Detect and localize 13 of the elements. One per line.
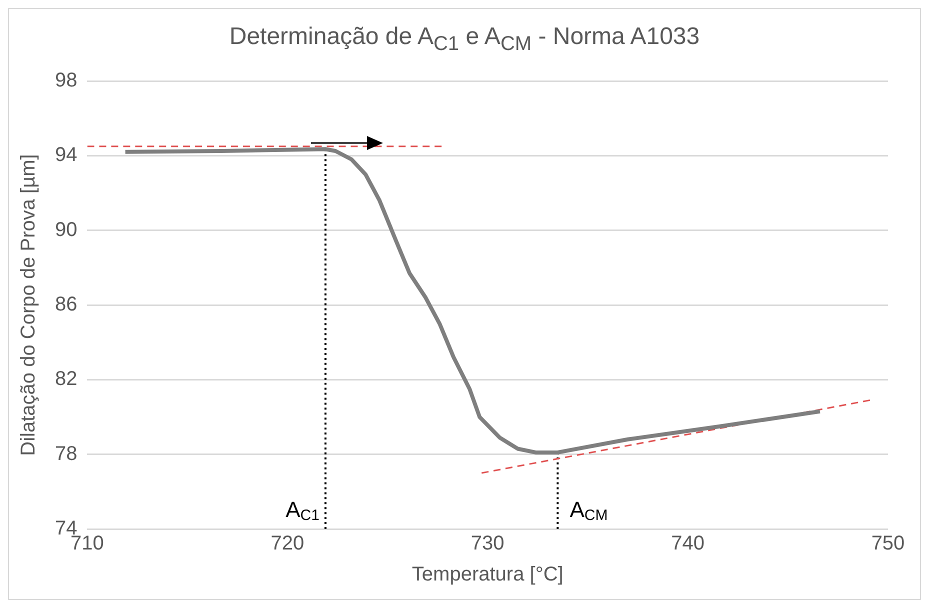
y-axis-title: Dilatação do Corpo de Prova [µm] bbox=[18, 154, 40, 456]
x-tick-label: 730 bbox=[470, 532, 504, 555]
y-tick-label: 86 bbox=[54, 294, 78, 316]
x-axis-title: Temperatura [°C] bbox=[412, 564, 564, 586]
y-tick-label: 78 bbox=[54, 442, 78, 465]
x-tick-label: 740 bbox=[671, 532, 704, 555]
y-tick-label: 94 bbox=[54, 144, 78, 166]
x-tick-label: 750 bbox=[871, 532, 905, 555]
y-tick-label: 98 bbox=[54, 70, 78, 92]
y-tick-label: 90 bbox=[54, 218, 78, 241]
chart-title: Determinação de A$_{C1}$ e A$_{CM}$ - Norma A1033 bbox=[228, 22, 701, 57]
y-tick-label: 82 bbox=[54, 368, 78, 390]
x-tick-label: 720 bbox=[270, 532, 304, 555]
